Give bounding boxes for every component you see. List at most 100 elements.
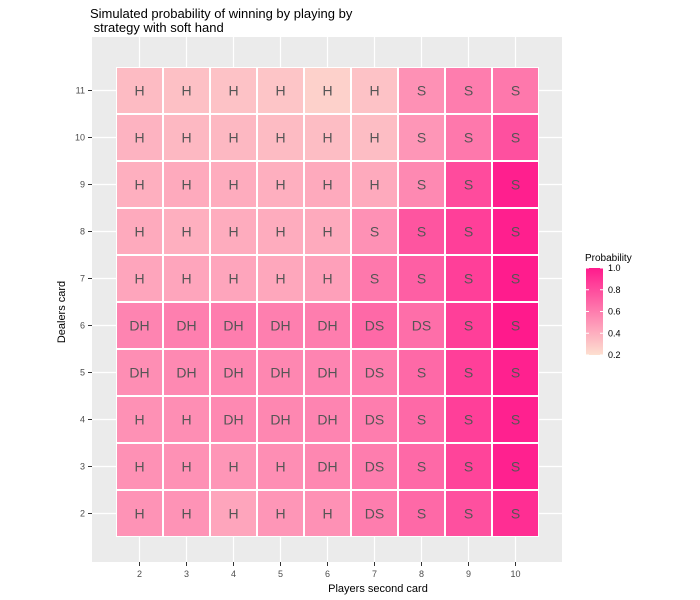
heatmap-cell [493, 350, 538, 395]
heatmap-cell [305, 350, 350, 395]
cell-label: S [417, 83, 426, 99]
cell-label: H [134, 412, 144, 428]
cell-label: S [511, 318, 520, 334]
heatmap-cell [211, 350, 256, 395]
cell-label: H [228, 83, 238, 99]
x-tick-label: 7 [372, 569, 377, 579]
legend-tick-label: 0.2 [608, 350, 621, 360]
y-tick-label: 10 [75, 133, 85, 143]
heatmap-cell [211, 444, 256, 489]
x-axis-label: Players second card [328, 583, 428, 595]
heatmap-cell [446, 303, 491, 348]
chart-title: Simulated probability of winning by play… [90, 6, 353, 35]
cell-label: H [275, 506, 285, 522]
heatmap-cell [446, 256, 491, 301]
y-tick-label: 9 [80, 180, 85, 190]
cell-label: H [181, 459, 191, 475]
heatmap-cell [399, 256, 444, 301]
heatmap-cell [446, 350, 491, 395]
heatmap-cell [117, 350, 162, 395]
heatmap-cell [446, 397, 491, 442]
x-tick-label: 8 [419, 569, 424, 579]
heatmap-cell [164, 491, 209, 536]
y-tick-label: 11 [76, 86, 85, 96]
cell-label: H [181, 224, 191, 240]
cell-label: S [417, 506, 426, 522]
heatmap-cell [117, 397, 162, 442]
cell-label: H [228, 271, 238, 287]
cell-label: DH [129, 365, 149, 381]
cell-label: DH [176, 318, 196, 334]
cell-label: DS [365, 412, 384, 428]
y-tick-label: 3 [80, 462, 85, 472]
cell-label: DS [412, 318, 431, 334]
heatmap-cell [493, 162, 538, 207]
heatmap-cell [493, 68, 538, 113]
heatmap-cell [399, 209, 444, 254]
heatmap-cell [117, 115, 162, 160]
heatmap-cell [399, 350, 444, 395]
cell-label: S [511, 365, 520, 381]
cell-label: H [275, 459, 285, 475]
cell-label: DH [270, 365, 290, 381]
y-tick-label: 4 [80, 415, 85, 425]
heatmap-cell [352, 209, 397, 254]
cell-label: S [417, 177, 426, 193]
cell-label: H [181, 271, 191, 287]
cell-label: H [322, 177, 332, 193]
heatmap-cell [258, 256, 303, 301]
heatmap-cell [258, 303, 303, 348]
heatmap-cell [211, 115, 256, 160]
cell-label: S [511, 177, 520, 193]
cell-label: DH [223, 365, 243, 381]
cell-label: DH [270, 412, 290, 428]
x-tick-label: 4 [231, 569, 236, 579]
cell-label: S [464, 224, 473, 240]
heatmap-cell [399, 162, 444, 207]
legend-tick-label: 0.4 [608, 328, 621, 338]
cell-label: H [228, 130, 238, 146]
heatmap-cell [211, 68, 256, 113]
heatmap-cell [399, 115, 444, 160]
heatmap-cell [352, 68, 397, 113]
cell-label: H [134, 224, 144, 240]
cell-label: DS [365, 318, 384, 334]
heatmap-cell [164, 397, 209, 442]
heatmap-cell [493, 491, 538, 536]
heatmap-cell [258, 162, 303, 207]
heatmap-cell [446, 444, 491, 489]
heatmap-cell [305, 491, 350, 536]
heatmap-cell [446, 162, 491, 207]
heatmap-cell [352, 256, 397, 301]
heatmap-cell [399, 397, 444, 442]
cell-label: H [322, 224, 332, 240]
heatmap-cell [164, 256, 209, 301]
heatmap-cell [258, 397, 303, 442]
heatmap-cell [446, 209, 491, 254]
heatmap-cell [446, 491, 491, 536]
heatmap-cell [164, 68, 209, 113]
cell-label: H [181, 130, 191, 146]
legend-tick-label: 0.6 [608, 307, 621, 317]
heatmap-cell [305, 68, 350, 113]
cell-label: H [228, 506, 238, 522]
heatmap-cell [305, 444, 350, 489]
heatmap-cell [493, 444, 538, 489]
cell-label: H [369, 130, 379, 146]
heatmap-cell [352, 397, 397, 442]
cell-label: DH [317, 412, 337, 428]
legend-colorbar [586, 268, 603, 355]
heatmap-cell [399, 303, 444, 348]
cell-label: S [511, 506, 520, 522]
heatmap-cell [164, 303, 209, 348]
heatmap-cell [352, 303, 397, 348]
cell-label: H [322, 130, 332, 146]
y-tick-label: 8 [80, 227, 85, 237]
legend-tick-label: 1.0 [608, 263, 621, 273]
x-tick-label: 5 [278, 569, 283, 579]
heatmap-cell [258, 491, 303, 536]
cell-label: S [511, 130, 520, 146]
heatmap-cell [211, 209, 256, 254]
heatmap-cell [305, 209, 350, 254]
